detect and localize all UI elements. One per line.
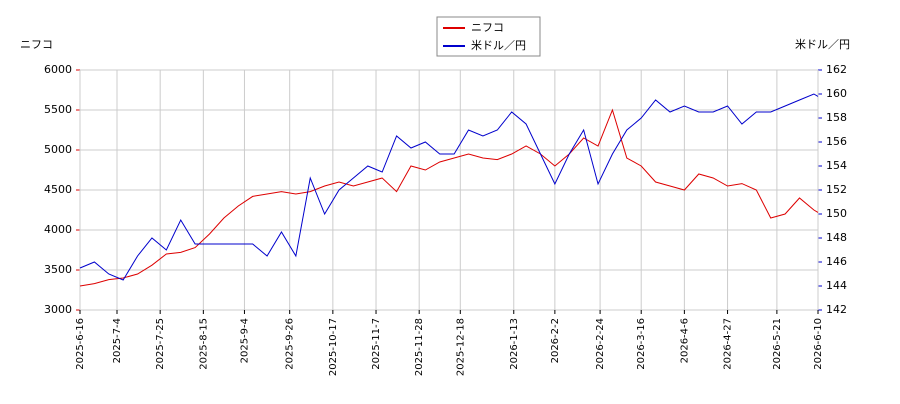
- y2-tick-label: 158: [826, 111, 847, 124]
- y2-tick-label: 150: [826, 207, 847, 220]
- y-tick-label: 4000: [44, 223, 72, 236]
- x-tick-label: 2025-11-28: [414, 318, 425, 376]
- legend-label: ニフコ: [471, 21, 504, 34]
- x-tick-label: 2025-9-4: [239, 318, 250, 363]
- y2-tick-label: 152: [826, 183, 847, 196]
- y2-tick-label: 156: [826, 135, 847, 148]
- y2-tick-label: 148: [826, 231, 847, 244]
- x-tick-label: 2026-4-6: [679, 318, 690, 363]
- x-tick-label: 2025-6-16: [75, 318, 86, 370]
- series-line: [79, 108, 819, 287]
- y2-tick-label: 162: [826, 63, 847, 76]
- y-tick-label: 5000: [44, 143, 72, 156]
- x-tick-label: 2025-11-7: [371, 318, 382, 370]
- legend-label: 米ドル／円: [471, 39, 526, 52]
- y-tick-label: 5500: [44, 103, 72, 116]
- x-tick-label: 2025-8-15: [198, 318, 209, 370]
- x-tick-label: 2025-9-26: [285, 318, 296, 370]
- y2-tick-label: 144: [826, 279, 847, 292]
- x-tick-label: 2025-7-4: [112, 318, 123, 363]
- y2-tick-label: 146: [826, 255, 847, 268]
- x-tick-label: 2026-5-21: [772, 318, 783, 370]
- y-tick-label: 4500: [44, 183, 72, 196]
- x-tick-label: 2026-1-13: [509, 318, 520, 370]
- y2-tick-label: 160: [826, 87, 847, 100]
- y2-tick-label: 154: [826, 159, 847, 172]
- x-tick-label: 2026-6-10: [813, 318, 824, 370]
- y-tick-label: 3000: [44, 303, 72, 316]
- x-tick-label: 2026-2-24: [595, 318, 606, 370]
- x-tick-label: 2025-10-17: [328, 318, 339, 376]
- x-tick-label: 2026-4-27: [723, 318, 734, 370]
- y2-tick-label: 142: [826, 303, 847, 316]
- x-tick-label: 2025-7-25: [155, 318, 166, 370]
- y-tick-label: 6000: [44, 63, 72, 76]
- y2-axis-title: 米ドル／円: [795, 38, 850, 51]
- x-tick-label: 2026-3-16: [636, 318, 647, 370]
- x-tick-label: 2025-12-18: [455, 318, 466, 376]
- series-line: [79, 93, 819, 281]
- legend: [436, 16, 541, 57]
- x-tick-label: 2026-2-2: [550, 318, 561, 363]
- y-axis-title: ニフコ: [20, 38, 53, 51]
- y-tick-label: 3500: [44, 263, 72, 276]
